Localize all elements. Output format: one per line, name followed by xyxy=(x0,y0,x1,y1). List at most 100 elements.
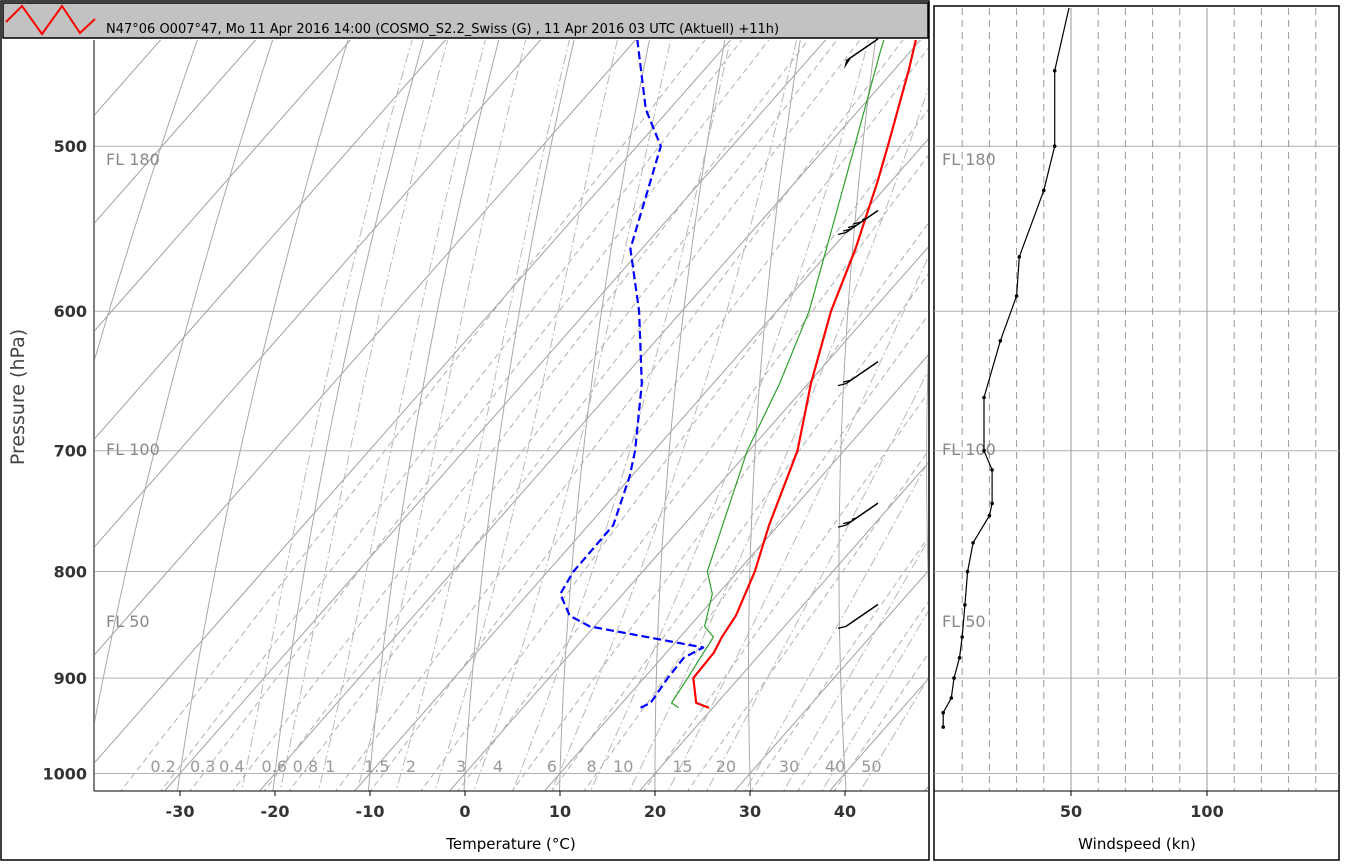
wind-barb-staff xyxy=(845,502,879,526)
mixing-ratio-line xyxy=(643,392,928,791)
mixing-ratio-line xyxy=(263,40,838,791)
wind-barb-flag xyxy=(837,383,847,387)
wind-barb xyxy=(837,209,879,236)
x-tick-label: 30 xyxy=(739,802,761,821)
dry-adiabat xyxy=(838,40,877,791)
x-tick-label: 0 xyxy=(459,802,470,821)
mixing-ratio-labels: 0.2 0.3 0.4 0.6 0.8 1 1.5 2 3 4 6 8 10 15 20 30 40 50 xyxy=(150,757,881,776)
x-tick-label: 20 xyxy=(644,802,666,821)
windspeed-point xyxy=(952,676,956,680)
x-tick-label: -20 xyxy=(261,802,290,821)
isotherm-line xyxy=(95,40,637,655)
wind-barb-flag xyxy=(837,625,847,630)
mixing-ratio-label: 0.6 xyxy=(261,757,286,776)
wind-axis-ticks: 50 100 xyxy=(1060,791,1224,821)
windspeed-point xyxy=(960,635,964,639)
isotherm-line xyxy=(95,40,732,763)
mixing-ratio-label: 10 xyxy=(613,757,633,776)
header-bar xyxy=(2,2,929,39)
windspeed-point xyxy=(990,468,994,472)
wind-barb-staff xyxy=(845,603,879,628)
mixing-ratio-label: 8 xyxy=(587,757,597,776)
windspeed-point xyxy=(1052,68,1057,73)
moist-adiabat xyxy=(395,40,570,791)
wind-barb-staff xyxy=(845,209,879,234)
mixing-ratio-label: 1 xyxy=(325,757,335,776)
dewpoint-line xyxy=(559,40,705,709)
flight-level-label: FL 100 xyxy=(106,440,160,459)
windspeed-point xyxy=(1014,294,1019,298)
windspeed-line xyxy=(942,8,1070,728)
mixing-ratio-label: 0.8 xyxy=(293,757,318,776)
windspeed-point xyxy=(1069,0,1073,1)
isotherm-line xyxy=(448,246,928,791)
mixing-ratio-label: 40 xyxy=(825,757,845,776)
wind-barb-flag xyxy=(842,521,852,525)
wind-barb-staff xyxy=(845,361,879,385)
wind-barb-flag xyxy=(842,228,852,232)
wind-barb-flag xyxy=(853,221,862,225)
windspeed-point xyxy=(963,603,967,607)
x-tick-label: 50 xyxy=(1060,802,1082,821)
isotherm-line xyxy=(95,40,542,547)
y-tick-label: 500 xyxy=(54,137,87,156)
isotherm-line xyxy=(163,40,827,791)
wind-barb xyxy=(837,502,879,528)
x-tick-label: 100 xyxy=(1190,802,1223,821)
wind-barb xyxy=(844,38,879,69)
moist-adiabat xyxy=(473,40,672,791)
dry-adiabat xyxy=(95,40,198,360)
mixing-ratio-line xyxy=(120,40,706,791)
mixing-ratio-label: 6 xyxy=(547,757,557,776)
flight-level-label: FL 180 xyxy=(942,150,996,169)
wind-barb xyxy=(837,603,879,630)
y-tick-label: 700 xyxy=(54,442,87,461)
windspeed-point xyxy=(941,710,945,715)
windspeed-point xyxy=(971,541,975,545)
windspeed-series xyxy=(941,0,1073,729)
wind-x-axis-title: Windspeed (kn) xyxy=(1078,835,1196,853)
moist-adiabat xyxy=(434,40,618,791)
temperature-line xyxy=(692,40,917,709)
mixing-ratio-line xyxy=(686,450,928,791)
moist-adiabat xyxy=(551,40,797,791)
wind-barb-flag xyxy=(837,231,847,236)
wind-barb-staff xyxy=(845,38,879,62)
flight-level-label: FL 180 xyxy=(106,150,160,169)
mixing-ratio-line xyxy=(457,154,928,791)
wind-barbs xyxy=(837,38,879,630)
windspeed-point xyxy=(957,656,962,660)
dry-adiabat xyxy=(559,40,650,791)
mixing-ratio-label: 50 xyxy=(861,757,881,776)
flight-level-label: FL 100 xyxy=(942,440,996,459)
sounding-series xyxy=(559,40,917,709)
wind-panel xyxy=(933,5,1340,861)
logo-zigzag-icon xyxy=(5,4,96,36)
skew-t-axis-ticks: 1000900800700600500400300250200150100-30… xyxy=(42,137,856,821)
mixing-ratio-label: 1.5 xyxy=(364,757,389,776)
mixing-ratio-line xyxy=(335,40,904,791)
wind-barb-flag xyxy=(847,224,857,229)
wind-barb-flag xyxy=(837,524,847,528)
mixing-ratio-line xyxy=(583,314,928,791)
moist-adiabat xyxy=(821,610,928,791)
wind-grid xyxy=(934,8,1339,791)
wind-barb-half-flag xyxy=(851,517,857,520)
skew-t-x-axis-title: Temperature (°C) xyxy=(445,835,575,853)
moist-adiabat xyxy=(279,40,449,791)
dry-adiabat xyxy=(748,40,801,791)
mixing-ratio-line xyxy=(189,40,770,791)
windspeed-point xyxy=(941,725,945,729)
mixing-ratio-label: 2 xyxy=(406,757,416,776)
windspeed-point xyxy=(1017,254,1022,259)
mixing-ratio-line xyxy=(232,40,809,791)
x-tick-label: 40 xyxy=(834,802,856,821)
mixing-ratio-label: 0.2 xyxy=(150,757,175,776)
windspeed-point xyxy=(982,395,986,400)
y-tick-label: 800 xyxy=(54,563,87,582)
moist-adiabat xyxy=(512,40,731,791)
dry-adiabat xyxy=(463,40,575,791)
